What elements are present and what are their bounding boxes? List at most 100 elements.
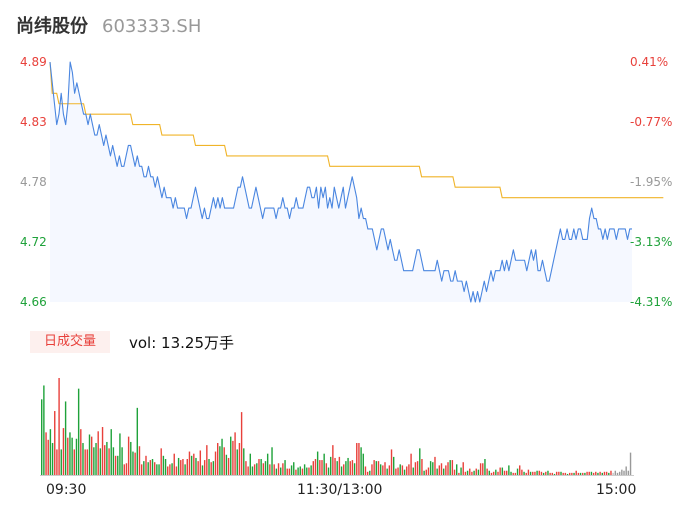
volume-bar [421, 459, 423, 475]
volume-bar [390, 449, 393, 475]
volume-bar [621, 469, 623, 475]
volume-bar [395, 468, 397, 475]
volume-bar [60, 449, 62, 475]
volume-bar [527, 469, 530, 475]
volume-bar [582, 472, 584, 475]
volume-bar [332, 445, 334, 475]
volume-bar [75, 438, 78, 475]
volume-bar [253, 464, 256, 475]
volume-bar [577, 472, 580, 475]
volume-bar [366, 471, 369, 475]
volume-bar [373, 460, 375, 475]
volume-bar [503, 470, 506, 475]
volume-bar [164, 459, 167, 475]
volume-bar [84, 449, 86, 475]
volume-bar [80, 429, 82, 475]
volume-bar [408, 464, 410, 475]
volume-value: vol: 13.25万手 [129, 334, 234, 352]
volume-bar [397, 467, 399, 475]
volume-bar [505, 470, 508, 475]
volume-bar [486, 468, 488, 475]
volume-bar [568, 472, 571, 475]
volume-bar [316, 451, 319, 475]
volume-bar [54, 411, 56, 475]
volume-bar [240, 412, 243, 475]
volume-bar [99, 448, 102, 475]
volume-bar [269, 464, 271, 475]
volume-bar [482, 463, 484, 475]
volume-bar [584, 472, 586, 475]
volume-bar [436, 468, 438, 475]
volume-bar [384, 462, 386, 475]
volume-bar [151, 459, 154, 475]
volume-bar [93, 447, 95, 475]
volume-bar [508, 465, 510, 475]
volume-bar [227, 457, 230, 475]
price-line [49, 61, 632, 303]
volume-bar [551, 472, 554, 475]
volume-bar [612, 472, 614, 475]
volume-bar [130, 441, 132, 475]
y-tick-right-2: -0.77% [630, 115, 673, 129]
volume-bar [112, 447, 115, 475]
volume-bar [238, 443, 241, 475]
volume-bar [599, 471, 601, 475]
volume-bar [101, 427, 104, 475]
volume-bar [347, 457, 349, 475]
volume-bar [351, 460, 354, 475]
volume-bar [219, 446, 221, 475]
volume-bar [429, 461, 432, 475]
volume-bar [553, 473, 556, 475]
volume-bar [456, 464, 458, 475]
volume-bar [184, 464, 186, 475]
volume-bar [434, 456, 436, 475]
volume-bar [51, 443, 54, 475]
volume-bar [56, 449, 58, 475]
volume-bar [64, 401, 67, 475]
volume-bar [177, 457, 180, 475]
volume-bar [571, 472, 573, 475]
volume-bar [90, 436, 93, 475]
volume-bar [201, 465, 204, 475]
volume-bar [264, 461, 267, 475]
volume-bar [299, 466, 301, 475]
volume-bar [401, 465, 404, 475]
volume-bar [69, 432, 71, 475]
average-price-line [49, 61, 664, 199]
volume-bar [608, 472, 610, 475]
volume-bar [425, 469, 427, 475]
volume-bar [442, 468, 445, 475]
volume-bar [180, 460, 182, 475]
volume-bar [340, 466, 343, 475]
volume-bar [134, 452, 136, 475]
volume-bar [199, 450, 202, 475]
volume-bar [117, 455, 119, 475]
volume-bar [464, 471, 467, 475]
volume-bar [293, 462, 295, 475]
volume-bar [140, 464, 143, 475]
volume-bar [445, 465, 447, 475]
volume-bar [586, 471, 588, 475]
volume-bar [538, 470, 540, 475]
volume-bar [193, 453, 195, 475]
volume-bar [175, 466, 178, 475]
volume-bar [212, 461, 215, 475]
volume-bar [386, 468, 388, 475]
volume-bar [338, 456, 341, 475]
volume-bar [132, 451, 134, 475]
volume-bar [125, 463, 128, 475]
volume-bar [266, 453, 269, 475]
volume-bar [158, 464, 160, 475]
volume-bar [427, 467, 430, 475]
volume-bar [590, 471, 593, 475]
volume-bar [171, 463, 173, 475]
volume-bar [453, 469, 456, 475]
price-area [50, 62, 632, 302]
volume-bar [440, 463, 443, 475]
volume-bar [499, 467, 501, 475]
volume-bar [303, 464, 306, 475]
volume-bar [49, 429, 52, 475]
volume-bar [616, 472, 619, 475]
volume-bar [221, 438, 223, 475]
volume-bar [136, 407, 139, 475]
